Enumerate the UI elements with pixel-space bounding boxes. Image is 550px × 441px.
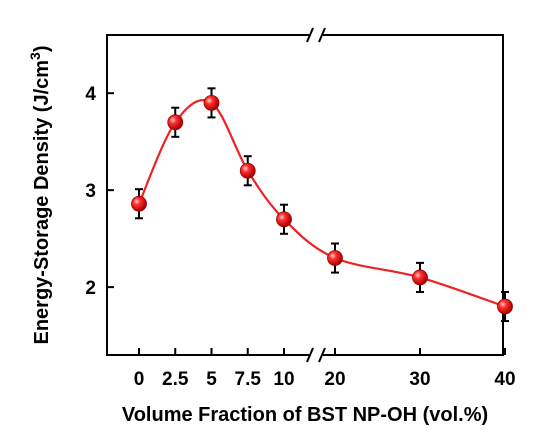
x-ticks: 0 2.5 5 7.5 10 20 30 40 (134, 348, 516, 390)
y-ticks: 2 3 4 (85, 84, 114, 299)
plot-frame (106, 34, 504, 356)
y-tick-label-2: 2 (85, 278, 96, 299)
data-point (167, 114, 184, 131)
break-slash (318, 27, 326, 43)
x-tick-label-7.5: 7.5 (235, 369, 262, 390)
y-axis-title-close: ) (31, 46, 53, 53)
data-point (239, 162, 256, 179)
data-point (203, 94, 220, 111)
x-tick-label-0: 0 (134, 369, 145, 390)
break-slash (306, 347, 314, 363)
x-axis-break-bottom (306, 347, 326, 363)
data-point (276, 211, 292, 228)
x-tick-label-30: 30 (409, 369, 430, 390)
fit-curve (137, 99, 506, 308)
x-tick-label-20: 20 (324, 369, 345, 390)
x-axis-break-top (306, 27, 326, 43)
data-point (412, 269, 428, 286)
data-point (497, 298, 513, 315)
break-slash (318, 347, 326, 363)
y-axis-title: Energy-Storage Density (J/cm3) (27, 46, 53, 345)
y-axis-title-sup: 3 (27, 52, 43, 60)
data-point (131, 195, 147, 212)
y-tick-label-4: 4 (85, 84, 96, 105)
y-axis-title-main: Energy-Storage Density (J/cm (31, 60, 53, 345)
break-gap (309, 31, 323, 39)
x-tick-label-5: 5 (206, 369, 217, 390)
data-points (131, 94, 513, 315)
x-tick-label-40: 40 (494, 369, 515, 390)
error-bars (135, 87, 509, 323)
data-point (327, 250, 343, 266)
x-axis-title: Volume Fraction of BST NP-OH (vol.%) (122, 404, 488, 426)
x-tick-label-10: 10 (273, 369, 294, 390)
x-tick-label-2.5: 2.5 (162, 369, 189, 390)
y-tick-label-3: 3 (85, 181, 96, 202)
break-slash (306, 27, 314, 43)
break-gap (309, 351, 323, 359)
